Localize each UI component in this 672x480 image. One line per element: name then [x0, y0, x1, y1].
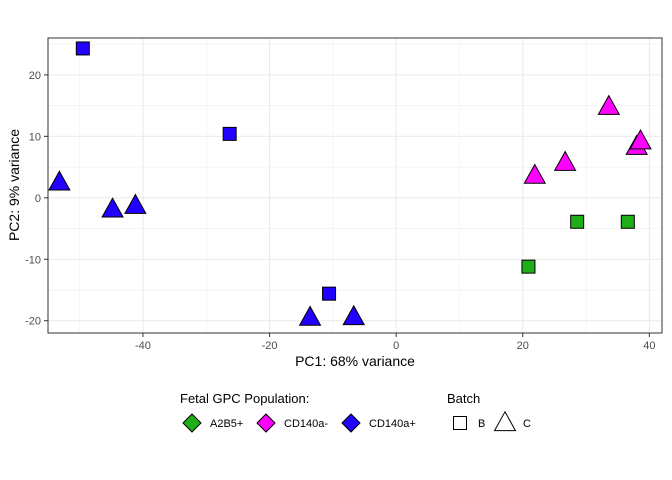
y-axis-ticks: -20 -10 0 10 20 [25, 70, 48, 328]
x-axis-title: PC1: 68% variance [295, 353, 415, 369]
data-points [48, 41, 652, 326]
panel-background [48, 38, 662, 333]
data-point [521, 259, 536, 274]
data-point [322, 286, 337, 301]
legend-diamond-key [256, 413, 276, 433]
legend-population-label: CD140a+ [369, 418, 416, 430]
x-tick-label: 20 [517, 340, 529, 352]
data-point [124, 193, 147, 214]
y-axis-title: PC2: 9% variance [6, 129, 22, 241]
data-point [222, 126, 237, 141]
data-point [342, 304, 366, 326]
legend-batch-title: Batch [447, 391, 480, 406]
y-tick-label: 10 [29, 131, 41, 143]
legend-population-title: Fetal GPC Population: [180, 391, 309, 406]
data-point [101, 197, 124, 218]
minor-gridlines [48, 38, 662, 333]
data-point [629, 129, 652, 150]
y-tick-label: -10 [25, 254, 41, 266]
legend-population: Fetal GPC Population: A2B5+ CD140a- CD140a… [180, 391, 416, 433]
x-tick-label: -20 [262, 340, 278, 352]
legend-batch-label: C [523, 418, 531, 430]
legend-triangle-key [493, 410, 517, 432]
data-point [570, 214, 585, 229]
data-point [553, 150, 577, 171]
data-point [75, 41, 90, 56]
y-tick-label: 0 [35, 193, 41, 205]
legend-diamond-key [182, 413, 202, 433]
legend-batch-label: B [478, 418, 485, 430]
legend-diamond-key [341, 413, 361, 433]
x-axis-ticks: -40 -20 0 20 40 [135, 333, 655, 352]
legend-batch: Batch B C [447, 391, 531, 432]
panel-border [47, 37, 663, 334]
legend-population-label: A2B5+ [210, 418, 243, 430]
legend-population-label: CD140a- [284, 418, 328, 430]
x-tick-label: 40 [643, 340, 655, 352]
data-point [597, 94, 621, 115]
x-tick-label: 0 [393, 340, 399, 352]
data-point [523, 163, 547, 184]
data-point [620, 214, 635, 229]
data-point [298, 305, 322, 326]
major-gridlines [48, 38, 662, 333]
plot-panel [47, 37, 663, 334]
data-point [48, 170, 71, 191]
y-tick-label: -20 [25, 316, 41, 328]
y-tick-label: 20 [29, 70, 41, 82]
x-tick-label: -40 [135, 340, 151, 352]
legend-square-key [453, 416, 467, 430]
